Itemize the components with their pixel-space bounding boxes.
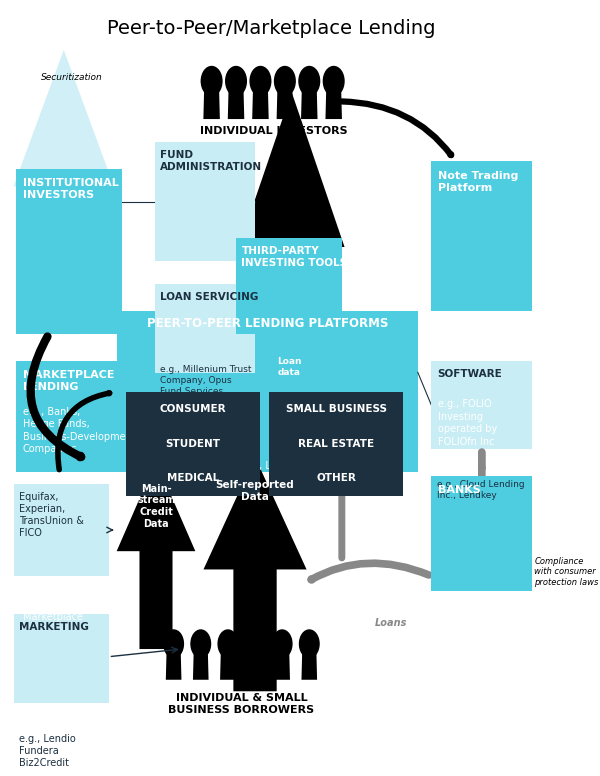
Text: MARKETING: MARKETING — [19, 622, 89, 632]
Circle shape — [272, 630, 292, 657]
Text: REAL ESTATE: REAL ESTATE — [298, 439, 374, 449]
Text: MARKETPLACE
LENDING: MARKETPLACE LENDING — [23, 370, 114, 392]
Text: CONSUMER: CONSUMER — [160, 404, 226, 414]
Polygon shape — [228, 87, 244, 119]
FancyBboxPatch shape — [155, 284, 255, 372]
Circle shape — [202, 67, 222, 95]
Polygon shape — [247, 650, 263, 680]
Text: LOAN SERVICING: LOAN SERVICING — [160, 292, 259, 302]
FancyBboxPatch shape — [14, 615, 109, 703]
Text: Note Trading
Platform: Note Trading Platform — [438, 171, 518, 192]
Polygon shape — [116, 461, 196, 649]
Text: e.g., Cloud Lending
Inc., Lendkey: e.g., Cloud Lending Inc., Lendkey — [437, 480, 524, 501]
Polygon shape — [193, 650, 209, 680]
Text: Main-
stream
Credit
Data: Main- stream Credit Data — [137, 484, 175, 528]
Polygon shape — [301, 87, 317, 119]
Circle shape — [275, 67, 295, 95]
Text: Securitization: Securitization — [41, 73, 103, 82]
FancyArrowPatch shape — [31, 337, 81, 457]
FancyBboxPatch shape — [431, 161, 532, 311]
FancyBboxPatch shape — [16, 361, 122, 473]
Text: SMALL BUSINESS: SMALL BUSINESS — [286, 404, 386, 414]
FancyBboxPatch shape — [269, 426, 403, 462]
Text: Loans: Loans — [374, 618, 407, 629]
Text: Peer-to-Peer/Marketplace Lending: Peer-to-Peer/Marketplace Lending — [107, 19, 436, 38]
Text: e.g., LendingRobot: e.g., LendingRobot — [241, 461, 333, 471]
Polygon shape — [14, 50, 114, 334]
FancyArrowPatch shape — [342, 102, 451, 155]
FancyBboxPatch shape — [126, 460, 260, 496]
Text: Loan
data: Loan data — [277, 357, 301, 376]
Polygon shape — [301, 650, 317, 680]
Text: e.g., Orchard
Marketplace: e.g., Orchard Marketplace — [23, 599, 86, 622]
FancyArrowPatch shape — [481, 452, 482, 469]
FancyBboxPatch shape — [126, 392, 260, 428]
FancyBboxPatch shape — [116, 311, 418, 473]
FancyBboxPatch shape — [431, 361, 532, 449]
Text: INDIVIDUAL & SMALL
BUSINESS BORROWERS: INDIVIDUAL & SMALL BUSINESS BORROWERS — [169, 693, 314, 715]
Text: e.g., First
Associates: e.g., First Associates — [160, 404, 208, 424]
Circle shape — [226, 67, 247, 95]
Text: e.g., Banks,
Hedge Funds,
Business-Development
Companies: e.g., Banks, Hedge Funds, Business-Devel… — [23, 407, 136, 454]
Circle shape — [323, 67, 344, 95]
Circle shape — [164, 630, 184, 657]
FancyBboxPatch shape — [269, 460, 403, 496]
Polygon shape — [203, 87, 220, 119]
Polygon shape — [239, 92, 344, 414]
Text: e.g., FOLIO
Investing
operated by
FOLIOfn Inc: e.g., FOLIO Investing operated by FOLIOf… — [438, 400, 497, 447]
Polygon shape — [220, 650, 236, 680]
FancyBboxPatch shape — [16, 169, 122, 334]
Text: STUDENT: STUDENT — [166, 439, 220, 449]
Text: INSTITUTIONAL
INVESTORS: INSTITUTIONAL INVESTORS — [23, 178, 119, 200]
FancyArrowPatch shape — [311, 563, 429, 580]
FancyArrowPatch shape — [481, 452, 482, 579]
Circle shape — [218, 630, 238, 657]
FancyBboxPatch shape — [126, 426, 260, 462]
Text: SOFTWARE: SOFTWARE — [437, 369, 502, 379]
Text: e.g., Lendio
Fundera
Biz2Credit: e.g., Lendio Fundera Biz2Credit — [19, 733, 76, 768]
Circle shape — [245, 630, 265, 657]
FancyBboxPatch shape — [431, 476, 532, 591]
Circle shape — [299, 67, 320, 95]
Text: OTHER: OTHER — [316, 473, 356, 483]
FancyBboxPatch shape — [236, 238, 342, 334]
Text: e.g., WebBank
Cross River Bank
Wells Fargo: e.g., WebBank Cross River Bank Wells Far… — [438, 604, 521, 639]
Polygon shape — [274, 650, 290, 680]
Text: Equifax,
Experian,
TransUnion &
FICO: Equifax, Experian, TransUnion & FICO — [19, 491, 84, 538]
FancyBboxPatch shape — [155, 142, 255, 262]
Text: Compliance
with consumer
protection laws: Compliance with consumer protection laws — [535, 557, 599, 587]
Circle shape — [299, 630, 319, 657]
FancyBboxPatch shape — [14, 484, 109, 576]
FancyBboxPatch shape — [269, 392, 403, 428]
Polygon shape — [203, 457, 307, 691]
Text: THIRD-PARTY
INVESTING TOOLS: THIRD-PARTY INVESTING TOOLS — [241, 246, 347, 268]
Text: Self-reported
Data: Self-reported Data — [215, 480, 295, 501]
Polygon shape — [325, 87, 342, 119]
Polygon shape — [277, 87, 293, 119]
Text: BANKS: BANKS — [438, 486, 481, 495]
FancyArrowPatch shape — [341, 476, 342, 558]
Circle shape — [250, 67, 271, 95]
FancyArrowPatch shape — [58, 393, 110, 469]
Text: e.g., Millenium Trust
Company, Opus
Fund Services: e.g., Millenium Trust Company, Opus Fund… — [160, 365, 251, 396]
Text: PEER-TO-PEER LENDING PLATFORMS: PEER-TO-PEER LENDING PLATFORMS — [146, 317, 388, 331]
Polygon shape — [252, 87, 269, 119]
Text: MEDICAL: MEDICAL — [167, 473, 219, 483]
Circle shape — [191, 630, 211, 657]
Text: INDIVIDUAL INVESTORS: INDIVIDUAL INVESTORS — [200, 126, 348, 136]
Text: FUND
ADMINISTRATION: FUND ADMINISTRATION — [160, 150, 262, 171]
Polygon shape — [166, 650, 181, 680]
